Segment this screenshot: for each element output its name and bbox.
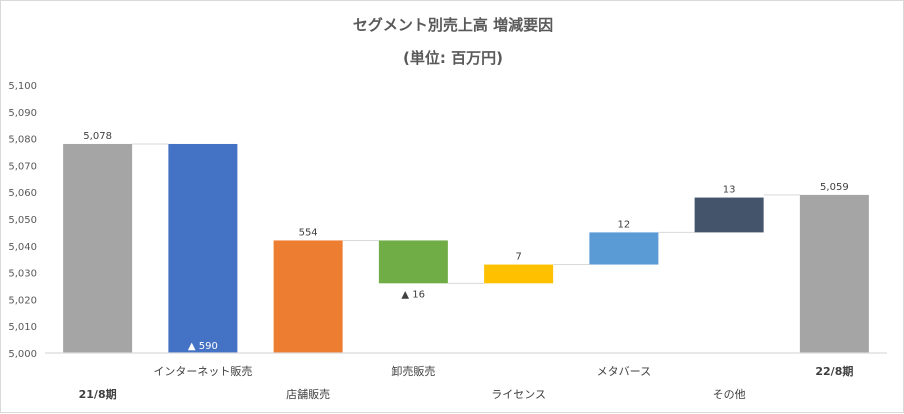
y-tick-label: 5,070 [8, 161, 37, 172]
chart-subtitle: (単位: 百万円) [403, 49, 503, 67]
bar-increase [589, 232, 659, 265]
x-category-label: 卸売販売 [391, 364, 435, 378]
y-tick-label: 5,100 [8, 81, 37, 92]
x-category-label: その他 [713, 388, 746, 401]
data-label: ▲ 590 [188, 341, 218, 352]
bar-total [63, 143, 133, 353]
x-category-label: インターネット販売 [153, 365, 252, 378]
x-category-label: 店舗販売 [286, 387, 330, 401]
data-label: 554 [299, 227, 318, 238]
data-label: ▲ 16 [401, 289, 425, 300]
bar-total [799, 194, 869, 353]
data-label: 7 [515, 252, 521, 263]
x-category-label: 22/8期 [815, 364, 853, 378]
bar-increase [273, 240, 343, 353]
bar-increase [484, 264, 554, 284]
y-tick-label: 5,090 [8, 108, 37, 119]
y-tick-label: 5,000 [8, 349, 37, 360]
data-label: 5,078 [83, 131, 112, 142]
y-tick-label: 5,010 [8, 322, 37, 333]
y-tick-label: 5,060 [8, 188, 37, 199]
y-tick-label: 5,040 [8, 242, 37, 253]
y-tick-label: 5,050 [8, 215, 37, 226]
y-tick-label: 5,080 [8, 135, 37, 146]
bar-decrease [378, 240, 448, 284]
x-category-label: ライセンス [491, 388, 546, 401]
data-label: 5,059 [820, 182, 849, 193]
data-label: 12 [618, 219, 631, 230]
data-label: 13 [723, 185, 736, 196]
bar-increase [694, 197, 764, 233]
y-tick-label: 5,020 [8, 295, 37, 306]
x-category-label: 21/8期 [79, 387, 117, 401]
x-category-label: メタバース [597, 365, 651, 378]
y-tick-label: 5,030 [8, 269, 37, 280]
chart-title: セグメント別売上高 増減要因 [352, 16, 554, 34]
bar-decrease [168, 143, 238, 353]
